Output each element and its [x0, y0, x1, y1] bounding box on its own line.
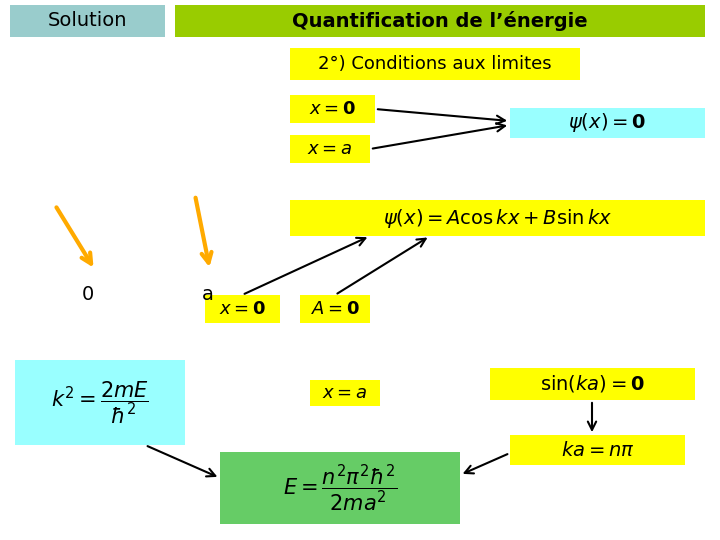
FancyBboxPatch shape [10, 5, 165, 37]
Text: $E = \dfrac{n^2\pi^2\hbar^2}{2ma^2}$: $E = \dfrac{n^2\pi^2\hbar^2}{2ma^2}$ [283, 462, 397, 514]
FancyBboxPatch shape [220, 452, 460, 524]
Text: $x = a$: $x = a$ [323, 384, 367, 402]
Text: $x = \mathbf{0}$: $x = \mathbf{0}$ [309, 100, 356, 118]
Text: $k^2 = \dfrac{2mE}{\hbar^2}$: $k^2 = \dfrac{2mE}{\hbar^2}$ [51, 380, 149, 426]
FancyBboxPatch shape [290, 95, 375, 123]
Text: $ka = n\pi$: $ka = n\pi$ [561, 441, 634, 460]
FancyBboxPatch shape [300, 295, 370, 323]
Text: $\psi(x) = \mathbf{0}$: $\psi(x) = \mathbf{0}$ [569, 111, 647, 134]
FancyBboxPatch shape [205, 295, 280, 323]
FancyBboxPatch shape [175, 5, 705, 37]
FancyBboxPatch shape [490, 368, 695, 400]
FancyBboxPatch shape [290, 200, 705, 236]
Text: Solution: Solution [48, 11, 127, 30]
Text: $A = \mathbf{0}$: $A = \mathbf{0}$ [310, 300, 359, 318]
FancyBboxPatch shape [310, 380, 380, 406]
Text: $x = a$: $x = a$ [307, 140, 353, 158]
FancyBboxPatch shape [15, 360, 185, 445]
FancyBboxPatch shape [510, 108, 705, 138]
Text: a: a [202, 285, 214, 304]
Text: 2°) Conditions aux limites: 2°) Conditions aux limites [318, 55, 552, 73]
Text: Quantification de l’énergie: Quantification de l’énergie [292, 11, 588, 31]
Text: $x = \mathbf{0}$: $x = \mathbf{0}$ [219, 300, 266, 318]
Text: $\sin(ka) = \mathbf{0}$: $\sin(ka) = \mathbf{0}$ [540, 374, 645, 395]
FancyBboxPatch shape [290, 48, 580, 80]
Text: $\psi(x) = A\cos kx + B\sin kx$: $\psi(x) = A\cos kx + B\sin kx$ [383, 206, 612, 230]
FancyBboxPatch shape [290, 135, 370, 163]
FancyBboxPatch shape [510, 435, 685, 465]
Text: 0: 0 [82, 285, 94, 304]
